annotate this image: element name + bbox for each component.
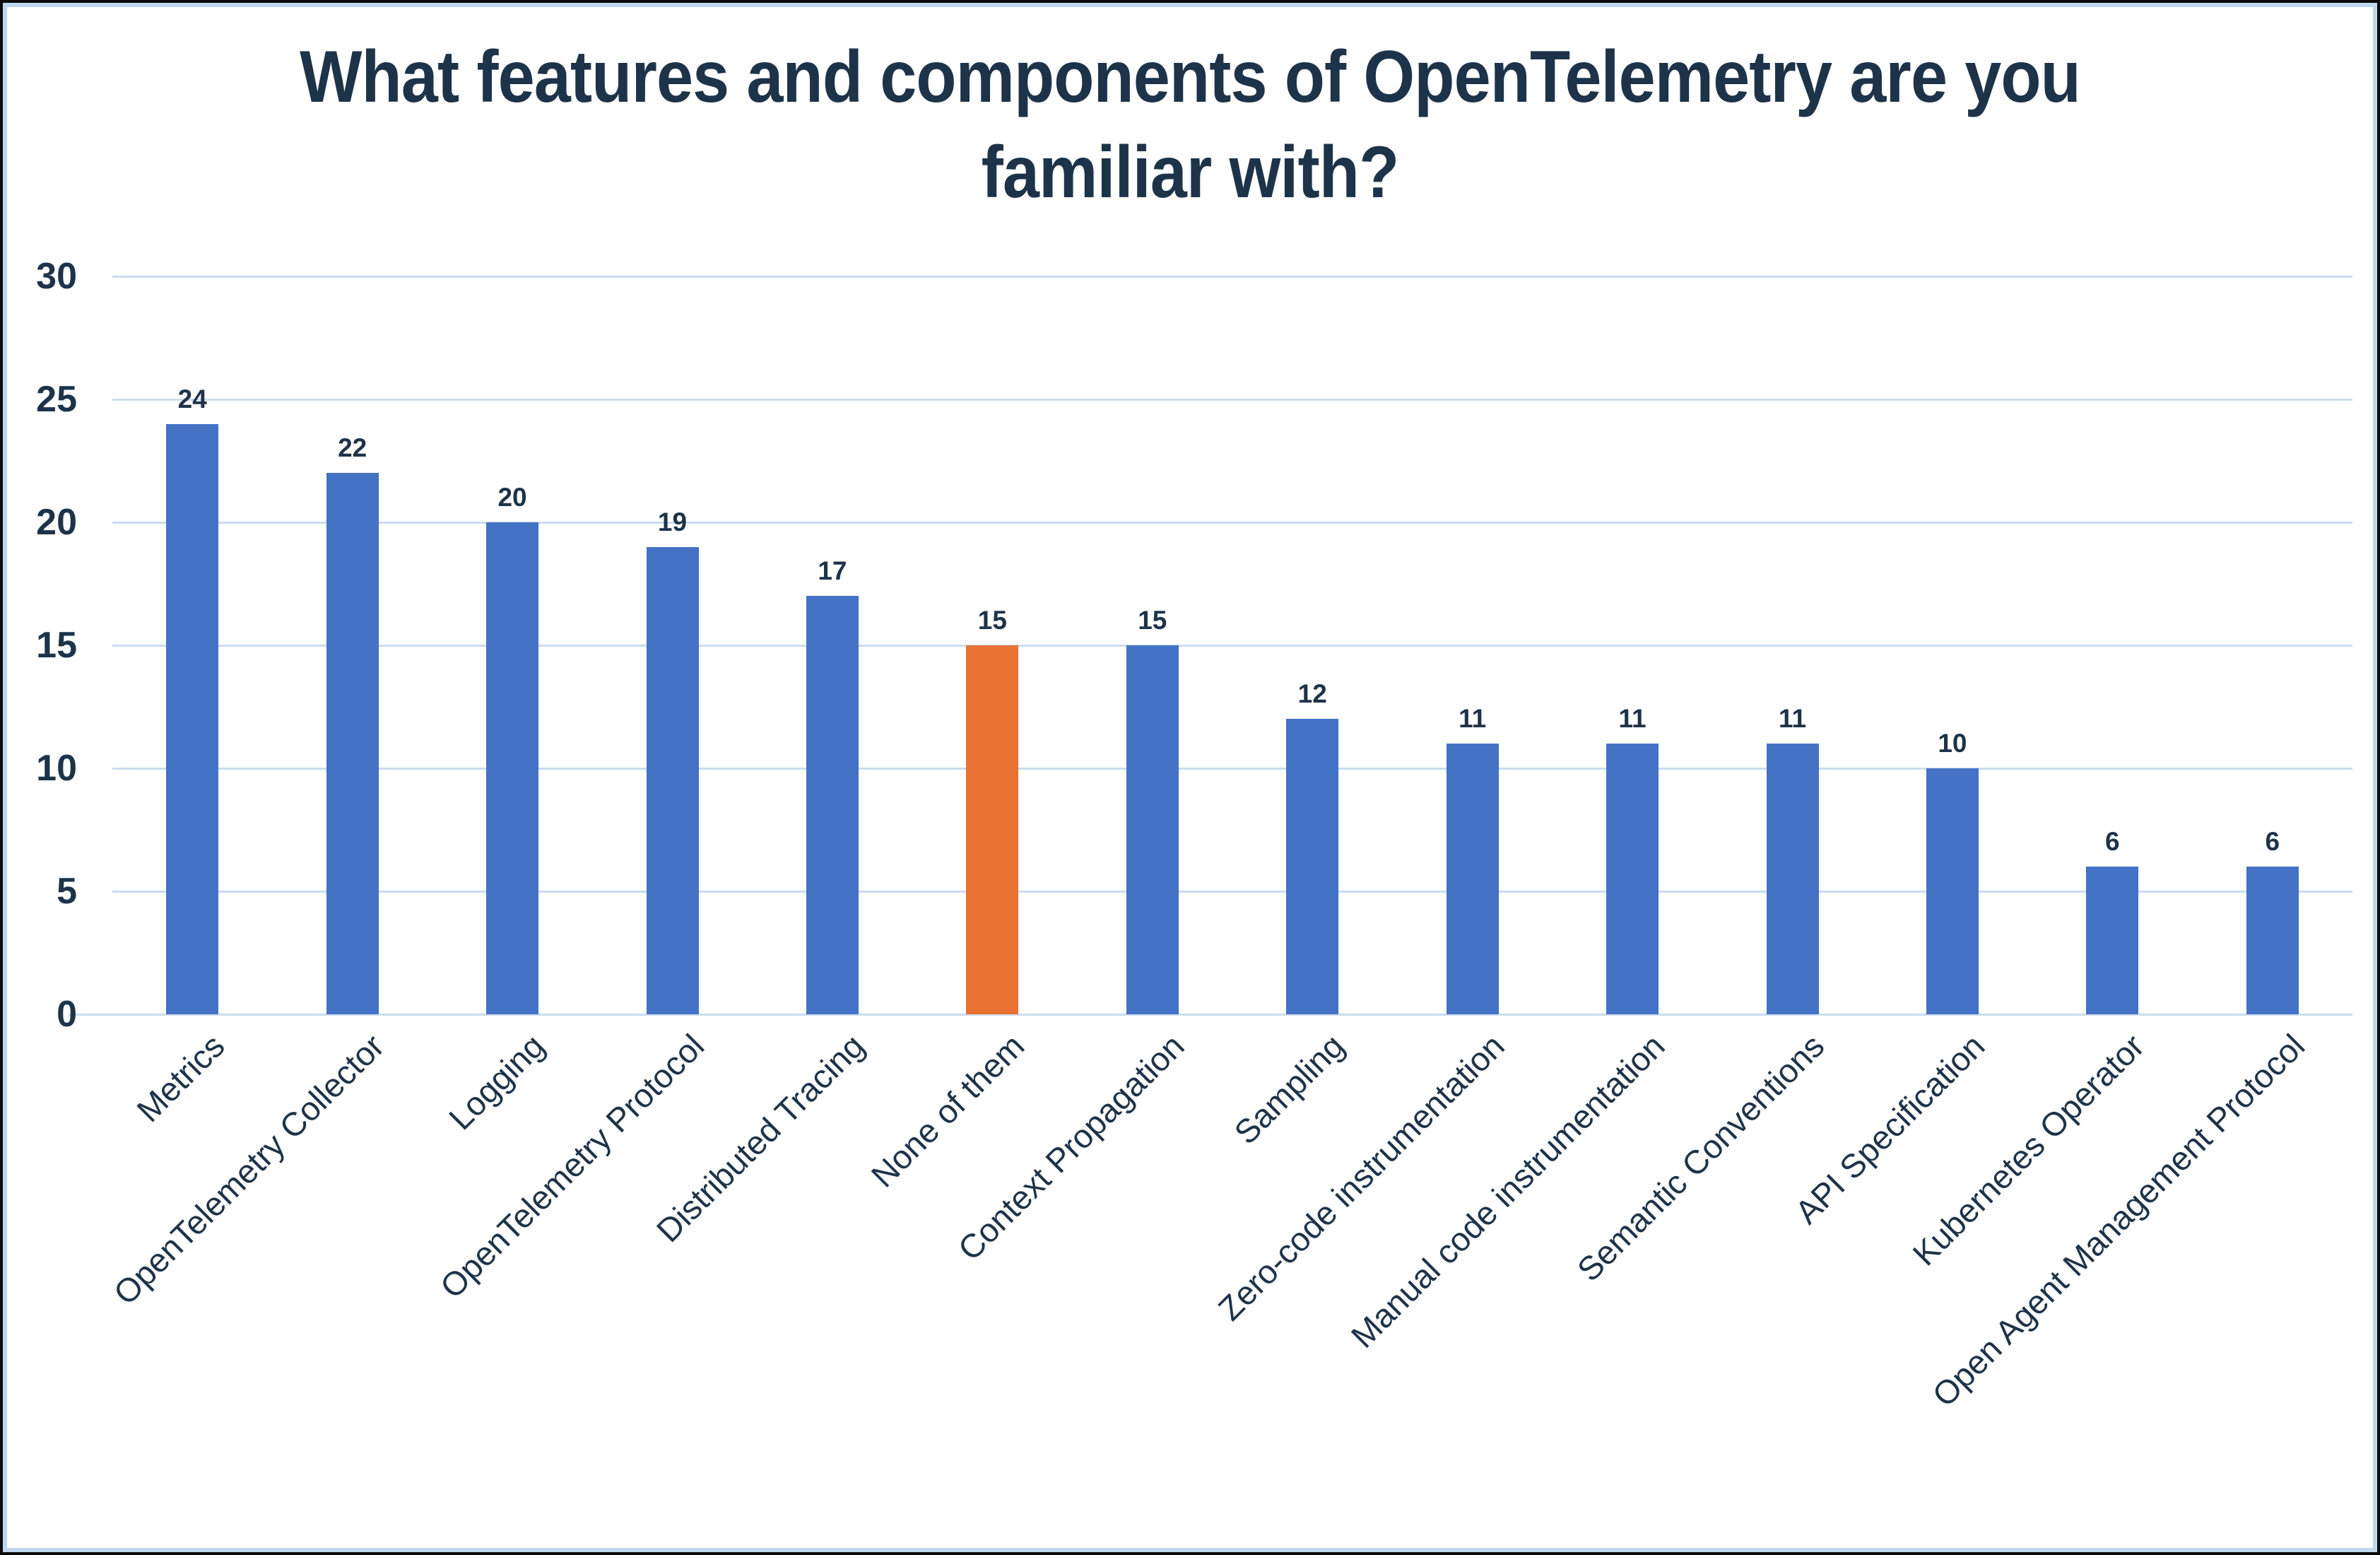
bar-value-label: 11 xyxy=(1778,704,1807,734)
bar-value-label: 15 xyxy=(1138,606,1167,635)
gridline-0 xyxy=(69,1013,2352,1016)
gridline-5 xyxy=(112,890,2352,893)
y-axis-tick-label: 25 xyxy=(36,379,77,420)
y-axis-tick-label: 20 xyxy=(36,502,77,543)
gridline-20 xyxy=(112,521,2352,524)
bar-manual-code-instrumentation xyxy=(1606,744,1659,1014)
bar-value-label: 19 xyxy=(657,507,688,536)
bar-value-label: 10 xyxy=(1938,729,1967,758)
bar-value-label: 12 xyxy=(1297,679,1327,709)
chart-title: What features and components of OpenTele… xyxy=(122,30,2258,221)
bar-distributed-tracing xyxy=(806,596,859,1014)
bar-value-label: 6 xyxy=(2105,827,2120,857)
bar-opentelemetry-collector xyxy=(326,473,379,1014)
gridline-10 xyxy=(112,767,2352,770)
bar-opentelemetry-protocol xyxy=(646,546,699,1014)
y-axis-tick-label: 5 xyxy=(57,871,77,912)
gridline-15 xyxy=(112,644,2352,647)
y-axis-tick-label: 10 xyxy=(36,748,77,789)
bar-value-label: 22 xyxy=(338,433,367,463)
bar-zero-code-instrumentation xyxy=(1446,744,1499,1014)
bar-open-agent-management-protocol xyxy=(2246,867,2299,1014)
bar-value-label: 17 xyxy=(818,556,847,586)
gridline-30 xyxy=(112,275,2352,278)
bar-semantic-conventions xyxy=(1766,744,1819,1014)
y-axis-tick-label: 0 xyxy=(57,994,77,1035)
bar-metrics xyxy=(166,423,219,1014)
bar-sampling xyxy=(1286,719,1339,1014)
bar-value-label: 24 xyxy=(177,384,207,413)
bar-value-label: 15 xyxy=(977,606,1007,635)
y-axis-tick-label: 15 xyxy=(36,625,77,666)
bar-value-label: 6 xyxy=(2265,827,2280,857)
bar-kubernetes-operator xyxy=(2086,867,2139,1014)
bar-context-propagation xyxy=(1126,645,1179,1014)
chart-border xyxy=(3,3,2377,1552)
gridline-25 xyxy=(112,398,2352,401)
chart-title-line-1: What features and components of OpenTele… xyxy=(300,36,2081,118)
bar-value-label: 11 xyxy=(1618,704,1646,734)
bar-api-specification xyxy=(1926,768,1979,1014)
bar-logging xyxy=(486,522,539,1014)
bar-none-of-them xyxy=(966,645,1019,1014)
bar-value-label: 20 xyxy=(497,483,527,512)
chart-title-line-2: familiar with? xyxy=(981,131,1400,213)
y-axis-tick-label: 30 xyxy=(36,256,77,297)
bar-value-label: 11 xyxy=(1459,704,1487,734)
